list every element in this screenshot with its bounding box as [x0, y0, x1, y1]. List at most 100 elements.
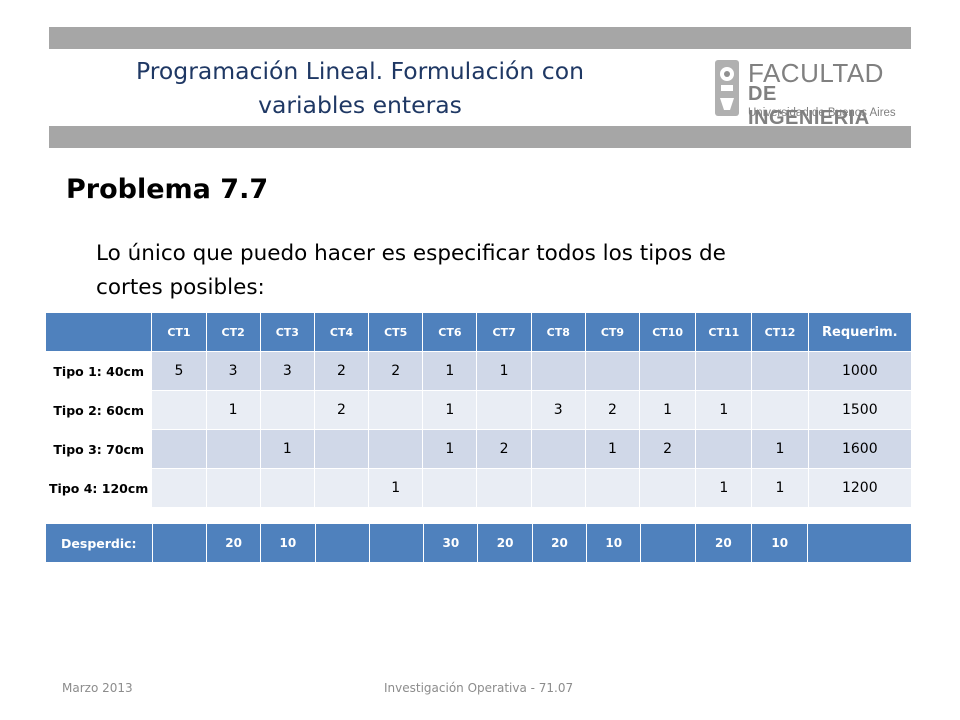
table-cell [530, 429, 586, 469]
table-cell [530, 351, 586, 391]
waste-cell [807, 523, 912, 563]
table-cell [530, 468, 586, 508]
table-cell [639, 351, 697, 391]
table-cell [751, 351, 809, 391]
table-cell [259, 468, 315, 508]
table-cell: 2 [639, 429, 697, 469]
table-cell: 1 [205, 390, 261, 430]
logo-text-faculty: FACULTAD [748, 58, 884, 88]
waste-empty-cell [151, 523, 207, 563]
table-cell [695, 429, 753, 469]
table-cell [151, 429, 207, 469]
table-cell: 5 [151, 351, 207, 391]
table-cell: 1 [422, 351, 478, 391]
page-title-line-1: Programación Lineal. Formulación con [136, 57, 584, 85]
column-header: CT5 [368, 312, 424, 352]
waste-table: Desperdic: 20 10 30 20 20 10 20 10 [45, 523, 912, 563]
column-header: CT9 [584, 312, 641, 352]
column-header: Requerim. [807, 312, 913, 352]
table-cell: 1 [368, 468, 424, 508]
column-header: CT2 [205, 312, 261, 352]
table-cell [751, 390, 809, 430]
table-row: Tipo 2: 60cm 1 2 1 3 2 1 1 1500 [44, 390, 913, 430]
waste-cell: 20 [694, 523, 753, 563]
table-row: Tipo 4: 120cm 1 1 1 1200 [44, 468, 913, 508]
table-cell [151, 468, 207, 508]
table-cell [368, 390, 424, 430]
footer-date: Marzo 2013 [62, 681, 133, 695]
table-cell: 1 [695, 390, 753, 430]
footer-course: Investigación Operativa - 71.07 [384, 681, 574, 695]
table-cell: 1 [422, 390, 478, 430]
description-line-2: cortes posibles: [96, 275, 265, 300]
table-header-row: CT1 CT2 CT3 CT4 CT5 CT6 CT7 CT8 CT9 CT10 CT11 CT12 R… [44, 312, 913, 352]
faculty-logo: FACULTAD DE INGENIERIA Universidad de Bu… [712, 58, 902, 129]
table-cell [476, 390, 532, 430]
table-cell: 3 [205, 351, 261, 391]
table-cell: 1 [695, 468, 753, 508]
problem-heading: Problema 7.7 [66, 174, 269, 205]
table-cell [313, 468, 370, 508]
column-header: CT11 [695, 312, 753, 352]
table-cell [151, 390, 207, 430]
table-cell [205, 468, 261, 508]
table-cell: 1 [751, 468, 809, 508]
table-row: Tipo 1: 40cm 5 3 3 2 2 1 1 1000 [44, 351, 913, 391]
row-label: Tipo 2: 60cm [44, 390, 153, 430]
cut-types-table: CT1 CT2 CT3 CT4 CT5 CT6 CT7 CT8 CT9 CT10 CT11 CT12 R… [44, 312, 913, 508]
waste-cell: 10 [586, 523, 642, 563]
column-header: CT4 [313, 312, 370, 352]
column-header: CT1 [151, 312, 207, 352]
table-cell [695, 351, 753, 391]
header-bottom-band [49, 126, 911, 148]
table-cell [205, 429, 261, 469]
row-label: Tipo 3: 70cm [44, 429, 153, 469]
column-header: CT10 [639, 312, 697, 352]
waste-cell: 10 [751, 523, 809, 563]
waste-cell: 20 [205, 523, 262, 563]
table-cell: 1 [751, 429, 809, 469]
column-header: CT8 [530, 312, 586, 352]
column-header: CT6 [422, 312, 478, 352]
waste-cell [640, 523, 696, 563]
waste-cell: 20 [477, 523, 533, 563]
header-corner-cell [44, 312, 153, 352]
table-cell: 2 [313, 351, 370, 391]
table-cell: 2 [584, 390, 641, 430]
faculty-emblem-icon [715, 60, 739, 116]
table-cell: 2 [476, 429, 532, 469]
table-cell [368, 429, 424, 469]
table-cell: 3 [259, 351, 315, 391]
table-cell [313, 429, 370, 469]
table-cell [584, 468, 641, 508]
table-cell: 2 [368, 351, 424, 391]
problem-description: Lo único que puedo hacer es especificar … [96, 237, 896, 305]
row-label: Tipo 1: 40cm [44, 351, 153, 391]
row-label: Tipo 4: 120cm [44, 468, 153, 508]
table-cell: 1600 [807, 429, 913, 469]
table-cell [639, 468, 697, 508]
table-cell: 1 [259, 429, 315, 469]
logo-text-engineering: DE INGENIERIA [748, 83, 870, 129]
table-cell: 1 [639, 390, 697, 430]
table-cell [584, 351, 641, 391]
table-cell: 1 [476, 351, 532, 391]
waste-cell: 30 [423, 523, 479, 563]
column-header: CT12 [751, 312, 809, 352]
page-title: Programación Lineal. Formulación con var… [70, 54, 650, 122]
header-top-band [49, 27, 911, 49]
column-header: CT3 [259, 312, 315, 352]
table-cell: 2 [313, 390, 370, 430]
table-cell: 1 [584, 429, 641, 469]
waste-row: Desperdic: 20 10 30 20 20 10 20 10 [45, 523, 912, 563]
logo-text-university: Universidad de Buenos Aires [748, 107, 896, 119]
table-cell: 3 [530, 390, 586, 430]
table-cell: 1500 [807, 390, 913, 430]
page-title-line-2: variables enteras [258, 91, 462, 119]
table-cell [422, 468, 478, 508]
table-cell: 1200 [807, 468, 913, 508]
description-line-1: Lo único que puedo hacer es especificar … [96, 241, 726, 266]
waste-cell: 20 [531, 523, 588, 563]
table-cell: 1000 [807, 351, 913, 391]
table-cell: 1 [422, 429, 478, 469]
